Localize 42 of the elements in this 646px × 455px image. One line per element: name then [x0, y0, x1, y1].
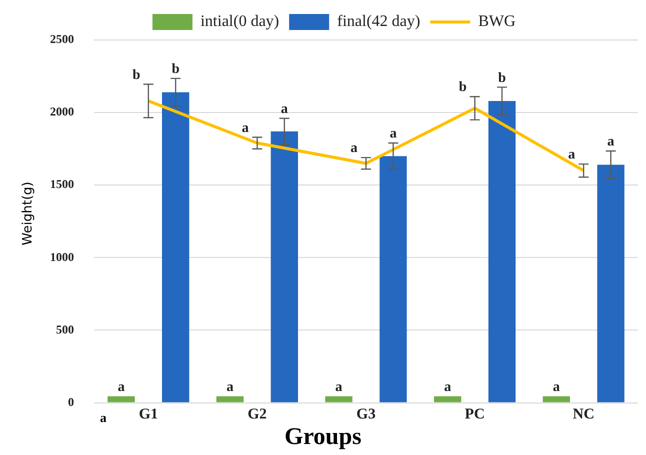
bar — [380, 156, 407, 402]
y-tick-label: 500 — [56, 322, 74, 336]
annotation: b — [132, 68, 140, 83]
y-tick-label: 2500 — [50, 32, 74, 46]
y-tick-label: 2000 — [50, 104, 74, 119]
annotation: b — [458, 80, 467, 96]
bar — [325, 396, 352, 402]
x-tick-label: PC — [464, 406, 485, 423]
bar — [488, 100, 516, 402]
y-tick-label: 1500 — [50, 177, 74, 192]
annotation: a — [118, 380, 125, 395]
annotation: a — [335, 380, 342, 395]
bar — [270, 131, 298, 402]
x-tick-label: G2 — [248, 406, 267, 423]
x-tick-label: G3 — [356, 406, 376, 423]
annotation: a — [607, 134, 614, 150]
bar — [597, 164, 624, 402]
x-tick-label: G1 — [138, 406, 158, 423]
annotation: a — [444, 380, 452, 395]
annotation: a — [568, 148, 576, 163]
x-tick-label: NC — [572, 406, 594, 423]
legend-label: final(42 day) — [337, 13, 420, 30]
bar — [162, 92, 190, 402]
annotation: b — [172, 62, 180, 78]
annotation: a — [552, 380, 560, 395]
annotation: a — [390, 126, 397, 142]
bar — [542, 396, 570, 402]
legend-label: intial(0 day) — [200, 13, 280, 30]
x-axis-title: Groups — [284, 424, 362, 451]
bar — [434, 396, 462, 402]
annotation: a — [226, 380, 234, 395]
annotation: a — [350, 141, 358, 156]
y-tick-label: 0 — [68, 394, 74, 409]
annotation: a — [280, 102, 288, 117]
y-tick-label: 1000 — [50, 250, 74, 264]
legend-label: BWG — [478, 13, 516, 30]
bar — [108, 396, 135, 402]
y-axis-title: Weight(g) — [20, 180, 36, 248]
annotation: a — [242, 120, 249, 136]
annotation: b — [498, 70, 506, 86]
bar — [216, 396, 244, 402]
text: a — [100, 410, 106, 426]
